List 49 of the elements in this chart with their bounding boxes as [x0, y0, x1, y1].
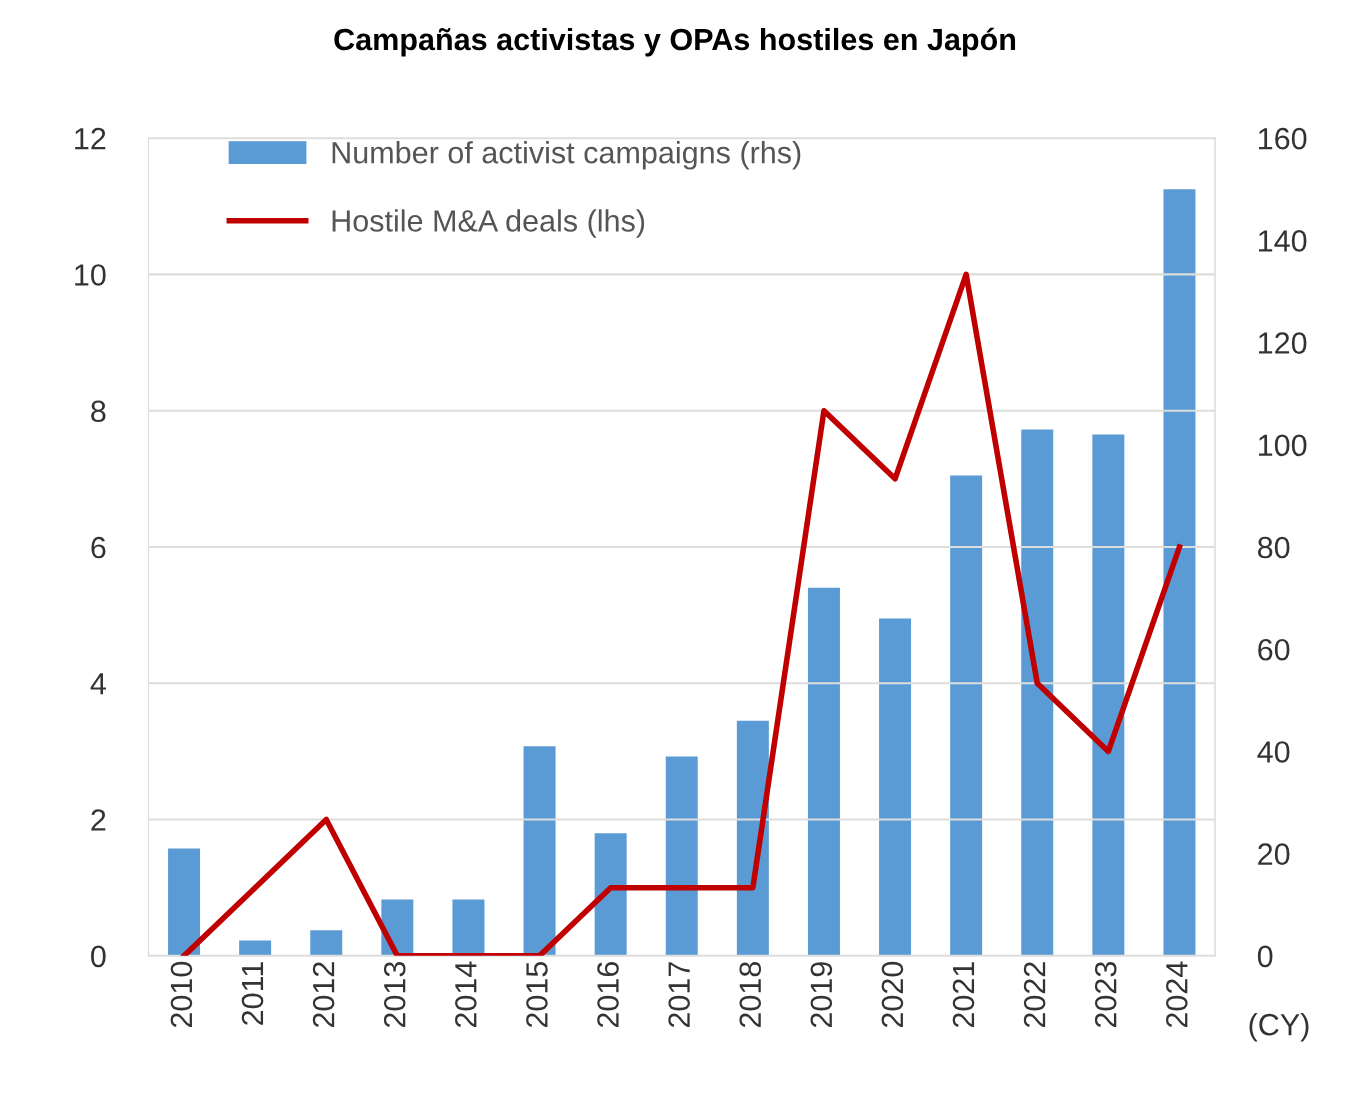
x-tick-label: 2017: [668, 962, 690, 1028]
x-tick-label: 2023: [1094, 962, 1117, 1028]
x-tick-label: 2010: [170, 961, 193, 1028]
legend-label: Hostile M&A deals (lhs): [332, 209, 645, 238]
y2-tick-label: 0: [1257, 945, 1273, 968]
x-tick-label: 2012: [312, 962, 335, 1028]
y2-tick-label: 60: [1258, 638, 1290, 661]
x-tick-label: 2016: [597, 962, 619, 1028]
y2-tick-label: 20: [1258, 843, 1290, 865]
y2-tick-label: 160: [1259, 127, 1307, 150]
y-tick-label: 12: [75, 127, 106, 150]
y2-tick-label: 120: [1259, 332, 1307, 354]
y-tick-label: 2: [91, 809, 106, 831]
bar: [1163, 189, 1196, 956]
y2-tick-label: 40: [1257, 741, 1290, 763]
chart-title: Campañas activistas y OPAs hostiles en Japón: [334, 27, 1016, 57]
bar: [239, 940, 272, 956]
y2-tick-label: 100: [1259, 434, 1307, 457]
bar: [807, 587, 840, 956]
bar: [1092, 434, 1125, 956]
y-tick-label: 6: [91, 536, 106, 559]
bar: [168, 848, 201, 956]
bar: [310, 930, 343, 956]
x-tick-label: 2013: [383, 962, 406, 1028]
x-tick-label: 2019: [810, 962, 833, 1028]
x-tick-label: 2024: [1166, 961, 1188, 1028]
x-tick-label: 2015: [526, 961, 548, 1028]
y2-tick-label: 80: [1257, 536, 1290, 559]
bar: [736, 720, 769, 956]
bar: [665, 756, 698, 956]
y-tick-label: 8: [91, 400, 106, 423]
legend-label: Number of activist campaigns (rhs): [332, 141, 801, 170]
x-tick-label: 2022: [1023, 962, 1046, 1028]
bar: [594, 833, 627, 956]
x-tick-label: 2014: [455, 961, 477, 1028]
bar: [950, 475, 983, 956]
bar: [1021, 429, 1054, 956]
x-axis-title: (CY): [1249, 1013, 1309, 1042]
y-tick-label: 10: [75, 264, 106, 286]
y-tick-label: 4: [90, 673, 106, 695]
x-tick-label: 2021: [952, 962, 975, 1028]
bar: [879, 618, 912, 956]
y2-tick-label: 140: [1259, 230, 1307, 252]
y-tick-label: 0: [91, 945, 106, 968]
x-tick-label: 2020: [881, 961, 904, 1028]
bar: [452, 899, 485, 956]
bar: [523, 746, 556, 956]
x-tick-label: 2018: [739, 962, 762, 1028]
x-tick-label: 2011: [241, 962, 264, 1025]
